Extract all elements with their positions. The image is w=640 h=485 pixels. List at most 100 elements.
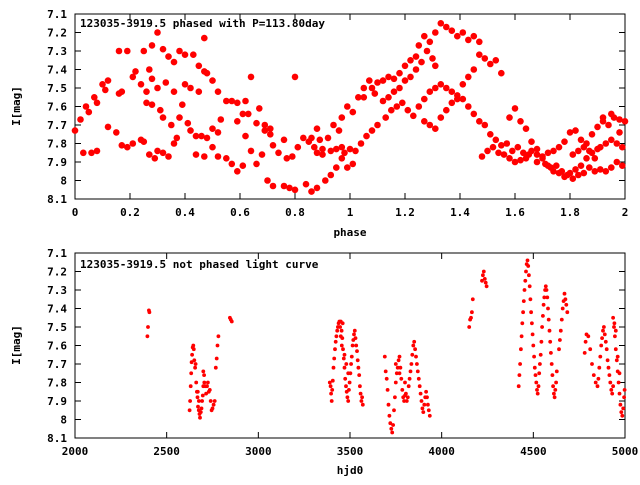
data-point (319, 145, 326, 153)
data-point (191, 343, 196, 348)
data-point (465, 73, 472, 81)
data-point (242, 97, 249, 105)
data-point (564, 302, 569, 307)
data-point (533, 158, 541, 166)
data-point (527, 284, 532, 289)
data-point (495, 149, 502, 157)
data-point (572, 166, 579, 173)
data-point (345, 395, 350, 400)
data-point (349, 108, 357, 116)
bottom-plot-frame (74, 252, 626, 439)
data-point (506, 114, 513, 121)
top-y-axis-label: I[mag] (10, 86, 23, 126)
data-point (216, 334, 221, 339)
data-point (201, 34, 208, 42)
data-point (399, 376, 404, 381)
x-tick-label: 2500 (153, 445, 180, 458)
data-point (280, 136, 288, 144)
data-point (209, 143, 216, 151)
data-point (223, 97, 230, 105)
data-point (421, 410, 426, 414)
data-point (184, 119, 192, 127)
data-point (300, 134, 307, 142)
data-point (555, 143, 563, 151)
data-point (415, 369, 420, 374)
data-point (209, 125, 216, 132)
data-point (247, 73, 255, 81)
data-point (239, 110, 247, 118)
data-point (352, 147, 359, 155)
bottom-panel: 7.1 7.2 7.3 7.4 7.5 7.6 7.7 7.8 7.9 8 8.1 2000 2500… (10, 247, 638, 477)
data-point (605, 358, 610, 363)
data-point (613, 347, 618, 352)
data-point (565, 310, 570, 315)
y-tick-label: 7.8 (47, 377, 67, 390)
data-point (203, 134, 211, 142)
data-point (564, 171, 571, 179)
y-tick-label: 7.8 (47, 138, 67, 151)
data-point (544, 149, 552, 157)
data-point (448, 27, 456, 34)
data-point (618, 402, 623, 407)
data-point (324, 134, 332, 142)
data-point (396, 69, 403, 77)
data-point (215, 343, 220, 348)
data-point (146, 66, 153, 73)
data-point (470, 297, 475, 302)
data-point (426, 402, 430, 407)
y-tick-label: 7.6 (47, 340, 67, 353)
data-point (511, 105, 519, 112)
data-point (189, 360, 194, 365)
data-point (617, 371, 622, 376)
data-point (588, 131, 596, 138)
data-point (385, 73, 392, 81)
data-point (476, 38, 483, 46)
x-tick-label: 3500 (337, 445, 364, 458)
data-point (147, 310, 152, 315)
data-point (344, 384, 348, 389)
data-point (355, 94, 362, 101)
data-point (211, 402, 216, 407)
data-point (619, 143, 626, 151)
y-tick-label: 7.9 (47, 156, 67, 169)
data-point (406, 384, 411, 389)
data-point (360, 84, 368, 92)
data-point (339, 328, 344, 333)
data-point (415, 103, 423, 110)
data-point (388, 421, 393, 426)
data-point (391, 423, 395, 427)
data-point (401, 77, 409, 84)
data-point (205, 384, 209, 389)
data-point (415, 362, 419, 366)
data-point (534, 380, 539, 385)
data-point (593, 380, 598, 385)
data-point (404, 399, 409, 403)
data-point (411, 343, 416, 348)
data-point (427, 413, 432, 418)
data-point (551, 384, 555, 389)
data-point (308, 134, 315, 142)
data-point (353, 336, 358, 340)
data-point (590, 362, 594, 366)
data-point (540, 325, 544, 329)
data-point (545, 295, 550, 300)
data-point (509, 147, 516, 155)
data-point (148, 101, 156, 108)
data-point (170, 58, 178, 66)
data-point (313, 125, 321, 132)
data-point (550, 147, 557, 155)
data-point (613, 140, 621, 147)
data-point (189, 371, 194, 376)
data-point (203, 69, 211, 77)
data-point (412, 66, 420, 73)
data-point (582, 351, 587, 355)
x-tick-label: 1 (347, 206, 354, 219)
data-point (563, 297, 568, 302)
data-point (577, 136, 585, 144)
data-point (395, 365, 400, 370)
data-point (145, 334, 150, 339)
data-point (352, 332, 356, 337)
data-point (575, 147, 582, 155)
data-point (613, 334, 617, 339)
data-point (329, 399, 334, 403)
